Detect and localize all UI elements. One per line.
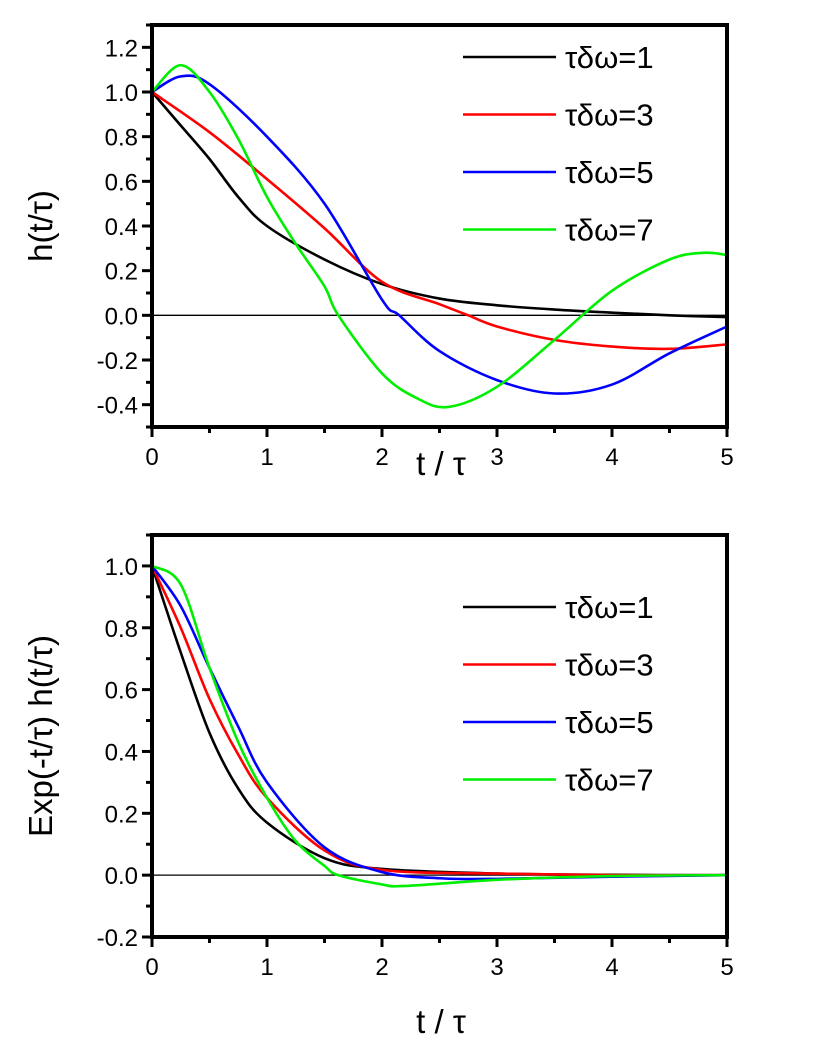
- legend-label-2: τδω=3: [565, 648, 654, 683]
- x-axis-label: t / τ: [416, 1003, 466, 1040]
- y-tick-label: 0.4: [105, 214, 138, 241]
- legend-label-1: τδω=1: [565, 590, 654, 625]
- y-tick-label: -0.2: [97, 925, 138, 952]
- x-axis-label: t / τ: [416, 445, 466, 482]
- legend-label-4: τδω=7: [565, 213, 654, 248]
- y-tick-label: -0.4: [97, 393, 138, 420]
- legend-label-4: τδω=7: [565, 763, 654, 798]
- x-tick-label: 0: [145, 444, 158, 471]
- x-tick-label: 4: [605, 954, 618, 981]
- series-line-2: [150, 565, 728, 877]
- chart-panel-2: τδω=1 τδω=3 τδω=5 τδω=7 0 1 2 3 4 5 -0.2 0.0 0.2 0.4 0…: [22, 533, 734, 1040]
- y-tick-label: 0.2: [105, 259, 138, 286]
- y-tick-label: -0.2: [97, 348, 138, 375]
- series-line-1: [151, 91, 728, 319]
- legend-label-2: τδω=3: [565, 98, 654, 133]
- y-tick-label: 1.0: [105, 80, 138, 107]
- x-tick-label: 2: [375, 444, 388, 471]
- y-tick-label: 0.6: [105, 678, 138, 705]
- y-tick-label: 0.0: [105, 863, 138, 890]
- chart-panel-1: τδω=1 τδω=3 τδω=5 τδω=7 0 1 2 3 4 5 -0.4 -0.2 0.0 0.2…: [22, 23, 734, 482]
- y-tick-label: 0.6: [105, 169, 138, 196]
- y-tick-label: 0.4: [105, 739, 138, 766]
- x-tick-label: 1: [260, 954, 273, 981]
- legend-label-1: τδω=1: [565, 40, 654, 75]
- x-tick-label: 5: [720, 444, 733, 471]
- x-tick-label: 4: [605, 444, 618, 471]
- legend-label-3: τδω=5: [565, 155, 654, 190]
- x-tick-label: 3: [490, 444, 503, 471]
- series-line-4: [151, 564, 728, 888]
- y-tick-label: 0.8: [105, 125, 138, 152]
- y-tick-label: 0.0: [105, 303, 138, 330]
- y-axis-label: Exp(-t/τ) h(t/τ): [22, 635, 59, 837]
- y-tick-label: 1.2: [105, 35, 138, 62]
- x-tick-label: 2: [375, 954, 388, 981]
- series-line-4: [151, 63, 728, 409]
- legend-label-3: τδω=5: [565, 705, 654, 740]
- x-tick-label: 5: [720, 954, 733, 981]
- y-axis-label: h(t/τ): [22, 190, 59, 262]
- y-tick-label: 0.8: [105, 616, 138, 643]
- x-tick-label: 3: [490, 954, 503, 981]
- y-tick-label: 0.2: [105, 801, 138, 828]
- x-tick-label: 1: [260, 444, 273, 471]
- series-line-3: [151, 74, 728, 395]
- x-tick-label: 0: [145, 954, 158, 981]
- y-tick-label: 1.0: [105, 554, 138, 581]
